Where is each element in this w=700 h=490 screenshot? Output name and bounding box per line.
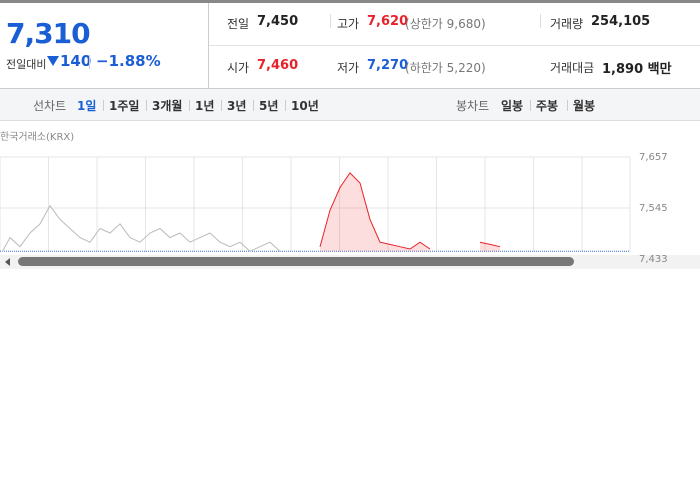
divider [567, 100, 568, 111]
value: 254,105 [591, 14, 651, 29]
candle-button[interactable]: 주봉 [536, 99, 559, 113]
divider [221, 100, 222, 111]
limit-label: 상한가 [409, 17, 443, 31]
scroll-left[interactable] [5, 258, 10, 266]
limit: (상한가 9,680) [405, 17, 486, 31]
divider [285, 100, 286, 111]
plot [0, 156, 631, 252]
candle-button[interactable]: 일봉 [501, 99, 524, 113]
value: 1,890 백만 [602, 62, 672, 77]
change: 140 [60, 52, 92, 70]
period-button[interactable]: 1일 [77, 99, 97, 113]
y-tick-label: 7,433 [639, 254, 668, 265]
value: 7,460 [257, 58, 299, 73]
period-button[interactable]: 10년 [291, 99, 319, 113]
label: 시가 [227, 61, 250, 75]
label: 저가 [337, 61, 360, 75]
price: 7,310 [6, 17, 91, 50]
limit-value: 5,220 [446, 61, 481, 75]
y-tick-label: 7,657 [639, 152, 668, 163]
area [320, 172, 500, 252]
chart: 한국거래소(KRX) 7,433 7,545 7,657 [0, 131, 700, 269]
value: 7,270 [367, 58, 409, 73]
scrollbar-thumb[interactable] [18, 257, 574, 266]
top-border [0, 0, 700, 3]
label: 고가 [337, 17, 360, 31]
line [319, 172, 501, 250]
period-button[interactable]: 3개월 [152, 99, 183, 113]
down-icon [47, 56, 59, 66]
divider [530, 100, 531, 111]
row-divider [209, 45, 700, 46]
divider [103, 100, 104, 111]
label: 전일 [227, 17, 250, 31]
period-button[interactable]: 1주일 [109, 99, 140, 113]
line-chart-label: 선차트 [33, 99, 67, 113]
divider [540, 14, 541, 28]
candle-button[interactable]: 월봉 [573, 99, 596, 113]
divider [146, 100, 147, 111]
change-label: 전일대비 [6, 58, 47, 71]
period-button[interactable]: 1년 [195, 99, 215, 113]
toolbar: 선차트 봉차트 1일 1주일 3개월 1년 3년 5년 10년 일봉 주봉 월봉 [0, 88, 700, 121]
limit-value: 9,680 [446, 17, 481, 31]
limit: (하한가 5,220) [405, 61, 486, 75]
label: 거래대금 [550, 61, 595, 75]
period-button[interactable]: 3년 [227, 99, 247, 113]
period-button[interactable]: 5년 [259, 99, 279, 113]
line [1, 204, 301, 252]
change-rate: −1.88% [96, 52, 161, 70]
divider [189, 100, 190, 111]
y-tick-label: 7,545 [639, 203, 668, 214]
source: 한국거래소(KRX) [0, 131, 74, 143]
label: 거래량 [550, 17, 584, 31]
value: 7,620 [367, 14, 409, 29]
divider [89, 55, 90, 69]
limit-label: 하한가 [409, 61, 443, 75]
value: 7,450 [257, 14, 299, 29]
divider [330, 14, 331, 28]
price-box: 7,310 전일대비 140 −1.88% [0, 3, 209, 88]
divider [253, 100, 254, 111]
candle-chart-label: 봉차트 [456, 99, 490, 113]
